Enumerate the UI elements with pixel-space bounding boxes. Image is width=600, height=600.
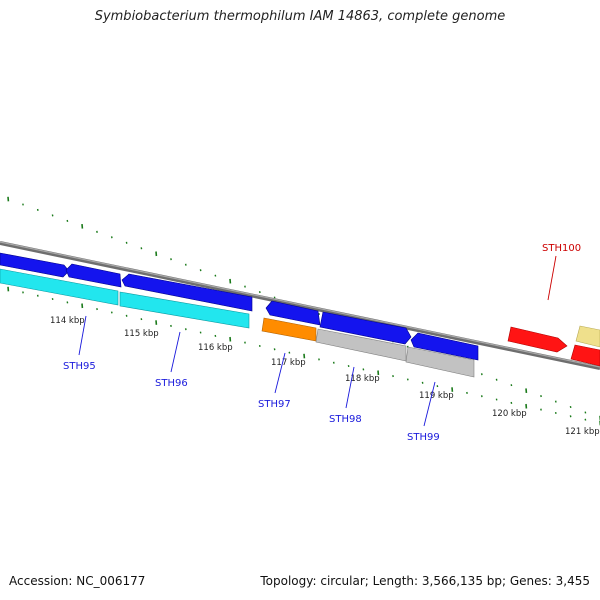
gene-blue-5[interactable] xyxy=(319,311,412,345)
forward-strand xyxy=(507,325,600,367)
leader-sth99 xyxy=(423,381,436,427)
feature-cyan-1[interactable] xyxy=(0,268,119,306)
scale-label-117: 117 kbp xyxy=(271,358,306,368)
gene-label-sth98[interactable]: STH98 xyxy=(329,414,362,425)
scale-label-115: 115 kbp xyxy=(124,329,159,339)
gene-red-right[interactable] xyxy=(570,344,600,367)
gene-labels: STH95 STH96 STH97 STH98 STH99 STH100 xyxy=(63,243,581,443)
gene-blue-2[interactable] xyxy=(65,263,122,288)
leader-sth97 xyxy=(274,352,286,394)
genome-backbone xyxy=(0,241,600,370)
genome-backbone-highlight xyxy=(0,241,600,368)
gene-label-sth100[interactable]: STH100 xyxy=(542,243,581,254)
gene-khaki[interactable] xyxy=(575,325,600,348)
gene-label-sth97[interactable]: STH97 xyxy=(258,399,291,410)
accession-text: Accession: NC_006177 xyxy=(9,574,146,588)
feature-cyan-2[interactable] xyxy=(119,291,250,329)
scale-labels: 114 kbp 115 kbp 116 kbp 117 kbp 118 kbp … xyxy=(50,316,600,437)
gene-blue-1[interactable] xyxy=(0,252,70,278)
gene-label-sth99[interactable]: STH99 xyxy=(407,432,440,443)
gene-track-1 xyxy=(0,252,479,361)
leader-sth98 xyxy=(345,366,355,409)
scale-label-114: 114 kbp xyxy=(50,316,85,326)
leader-sth95 xyxy=(78,315,87,356)
gene-blue-6[interactable] xyxy=(410,332,479,361)
page-title: Symbiobacterium thermophilum IAM 14863, … xyxy=(94,9,506,24)
gene-label-sth96[interactable]: STH96 xyxy=(155,378,188,389)
leader-sth96 xyxy=(170,331,181,373)
gene-sth100[interactable] xyxy=(507,326,568,353)
scale-label-121: 121 kbp xyxy=(565,427,600,437)
feature-grey-2[interactable] xyxy=(405,346,475,378)
scale-label-116: 116 kbp xyxy=(198,343,233,353)
gene-label-sth95[interactable]: STH95 xyxy=(63,361,96,372)
genome-summary-text: Topology: circular; Length: 3,566,135 bp… xyxy=(260,574,590,588)
inner-tick-ring xyxy=(7,286,600,426)
gene-blue-4[interactable] xyxy=(265,300,321,326)
leader-sth100 xyxy=(547,255,557,301)
gene-track-2 xyxy=(0,268,475,378)
scale-label-120: 120 kbp xyxy=(492,409,527,419)
scale-label-118: 118 kbp xyxy=(345,374,380,384)
gene-label-leaders xyxy=(78,255,557,427)
scale-label-119: 119 kbp xyxy=(419,391,454,401)
gene-blue-3[interactable] xyxy=(121,273,253,312)
